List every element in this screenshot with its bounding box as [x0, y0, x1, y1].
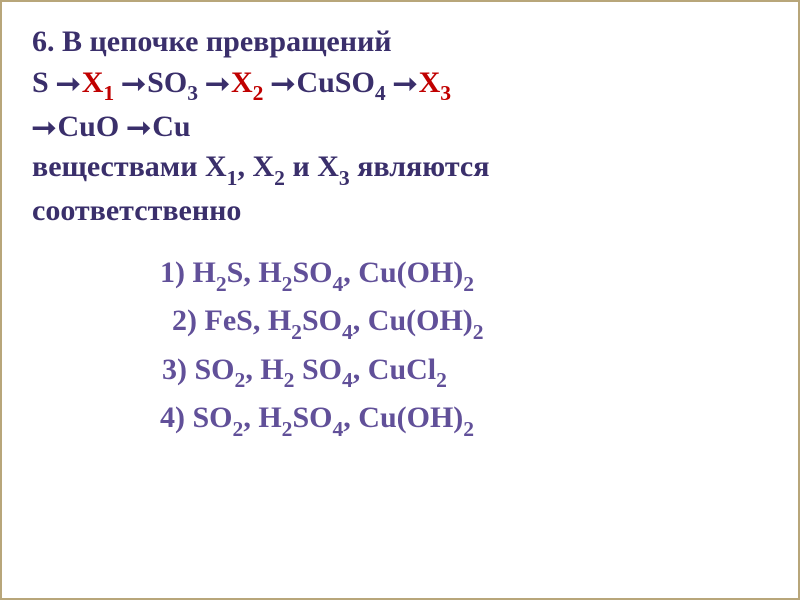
chain-line-2: ⭢ CuO ⭢ Cu: [32, 107, 768, 148]
formula-part: H: [258, 401, 281, 434]
formula-part: CuCl: [368, 353, 436, 386]
formula-part: Cu(OH): [368, 304, 473, 337]
chain-cu: Cu: [152, 110, 190, 143]
answer-option-4: 4) SO2, H2SO4, Cu(OH)2: [32, 395, 768, 443]
chain-s: S: [32, 66, 49, 99]
arrow-icon: ⭢: [122, 63, 140, 104]
formula-subscript: 4: [333, 272, 344, 296]
formula-subscript: 2: [463, 272, 474, 296]
prompt-line-1: веществами X1, X2 и X3 являются: [32, 147, 768, 191]
formula-part: H: [260, 353, 283, 386]
formula-part: H: [268, 304, 291, 337]
arrow-icon: ⭢: [32, 107, 50, 148]
prompt-line-2: соответственно: [32, 191, 768, 232]
formula-subscript: 4: [342, 320, 353, 344]
answers-block: 1) H2S, H2SO4, Cu(OH)2 2) FeS, H2SO4, Cu…: [32, 250, 768, 444]
question-number: 6.: [32, 25, 55, 58]
arrow-icon: ⭢: [271, 63, 289, 104]
formula-part: H: [258, 256, 281, 289]
chain-x1: X1: [82, 66, 114, 99]
formula-subscript: 4: [342, 368, 353, 392]
formula-part: SO: [195, 353, 235, 386]
answer-option-2: 2) FeS, H2SO4, Cu(OH)2: [32, 298, 768, 346]
chain-x3: X3: [419, 66, 451, 99]
chain-so3: SO3: [147, 66, 198, 99]
answer-number: 1): [160, 256, 193, 289]
arrow-icon: ⭢: [205, 63, 223, 104]
formula-subscript: 2: [233, 417, 244, 441]
formula-part: FeS,: [205, 304, 268, 337]
chain-x2: X2: [231, 66, 263, 99]
answer-option-3: 3) SO2, H2 SO4, CuCl2: [32, 347, 768, 395]
question-line-1: 6. В цепочке превращений: [32, 22, 768, 63]
formula-subscript: 4: [333, 417, 344, 441]
formula-subscript: 2: [282, 272, 293, 296]
chain-line-1: S ⭢ X1 ⭢ SO3 ⭢ X2 ⭢ CuSO4 ⭢ X3: [32, 63, 768, 107]
chain-cuso4: CuSO4: [296, 66, 385, 99]
formula-subscript: 2: [282, 417, 293, 441]
answer-number: 2): [172, 304, 205, 337]
formula-part: ,: [343, 256, 358, 289]
formula-subscript: 2: [291, 320, 302, 344]
formula-part: Cu(OH): [358, 256, 463, 289]
formula-part: ,: [353, 304, 368, 337]
formula-subscript: 2: [463, 417, 474, 441]
answer-number: 3): [162, 353, 195, 386]
formula-part: SO: [294, 353, 342, 386]
arrow-icon: ⭢: [56, 63, 74, 104]
formula-subscript: 2: [216, 272, 227, 296]
chain-cuo: CuO: [58, 110, 120, 143]
formula-subscript: 2: [284, 368, 295, 392]
formula-part: ,: [343, 401, 358, 434]
arrow-icon: ⭢: [393, 63, 411, 104]
formula-part: SO: [193, 401, 233, 434]
formula-part: SO: [302, 304, 342, 337]
answer-number: 4): [160, 401, 193, 434]
formula-part: Cu(OH): [358, 401, 463, 434]
formula-subscript: 2: [473, 320, 484, 344]
formula-part: ,: [353, 353, 368, 386]
formula-subscript: 2: [436, 368, 447, 392]
formula-part: SO: [292, 401, 332, 434]
question-intro: В цепочке превращений: [62, 25, 392, 58]
formula-subscript: 2: [235, 368, 246, 392]
formula-part: SO: [292, 256, 332, 289]
answer-option-1: 1) H2S, H2SO4, Cu(OH)2: [32, 250, 768, 298]
question-block: 6. В цепочке превращений S ⭢ X1 ⭢ SO3 ⭢ …: [32, 22, 768, 232]
formula-part: ,: [245, 353, 260, 386]
slide-container: 6. В цепочке превращений S ⭢ X1 ⭢ SO3 ⭢ …: [0, 0, 800, 600]
formula-part: S,: [227, 256, 259, 289]
formula-part: ,: [243, 401, 258, 434]
arrow-icon: ⭢: [127, 107, 145, 148]
formula-part: H: [193, 256, 216, 289]
